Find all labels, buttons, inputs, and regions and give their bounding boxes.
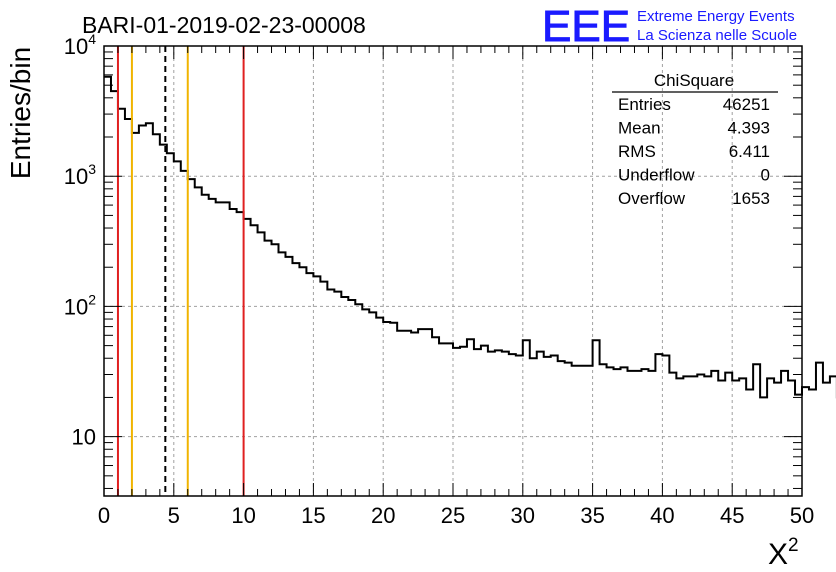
- y-axis-label: Entries/bin: [5, 47, 36, 179]
- stats-box: ChiSquare Entries 46251 Mean 4.393 RMS 6.411 U…: [612, 71, 778, 208]
- x-tick-label: 10: [231, 503, 255, 528]
- axes: [103, 45, 803, 497]
- reference-lines: [116, 46, 245, 496]
- y-tick-label: 103: [64, 161, 96, 189]
- stats-value: 0: [761, 166, 770, 185]
- logo-mark: EEE: [542, 2, 630, 51]
- y-tick-base: 10: [64, 164, 88, 189]
- y-tick-base: 10: [64, 294, 88, 319]
- x-tick-label: 50: [790, 503, 814, 528]
- x-tick-label: 35: [580, 503, 604, 528]
- x-tick-label: 0: [98, 503, 110, 528]
- y-tick-base: 10: [72, 425, 96, 450]
- x-tick-label: 20: [371, 503, 395, 528]
- stats-value: 46251: [723, 95, 770, 114]
- stats-value: 1653: [732, 189, 770, 208]
- x-tick-label: 40: [650, 503, 674, 528]
- stats-label: RMS: [618, 142, 656, 161]
- eee-logo: EEE Extreme Energy Events La Scienza nel…: [542, 2, 798, 52]
- x-axis-label-exponent: 2: [788, 535, 799, 556]
- y-tick-exponent: 2: [88, 291, 96, 307]
- x-tick-label: 30: [511, 503, 535, 528]
- y-tick-exponent: 4: [88, 31, 96, 47]
- logo-line-2: La Scienza nelle Scuole: [637, 27, 797, 44]
- stats-value: 6.411: [729, 142, 770, 161]
- logo-line-1: Extreme Energy Events: [637, 8, 795, 25]
- stats-label: Entries: [618, 95, 671, 114]
- x-axis-label-base: X: [768, 538, 788, 571]
- y-tick-exponent: 3: [88, 161, 96, 177]
- x-tick-labels: 0 5 10 15 20 25 30 35 40 45 50: [98, 503, 814, 528]
- stats-label: Mean: [618, 119, 661, 138]
- histogram: [104, 75, 836, 399]
- x-tick-label: 15: [301, 503, 325, 528]
- y-tick-base: 10: [64, 34, 88, 59]
- histogram-line: [104, 75, 836, 399]
- y-tick-label: 104: [64, 31, 96, 59]
- x-tick-label: 45: [720, 503, 744, 528]
- x-axis-label: X2: [768, 535, 799, 571]
- x-tick-label: 5: [168, 503, 180, 528]
- grid: [104, 46, 802, 496]
- y-tick-label: 10: [72, 425, 96, 450]
- stats-value: 4.393: [727, 119, 770, 138]
- stats-label: Overflow: [618, 189, 686, 208]
- y-tick-label: 102: [64, 291, 96, 319]
- stats-label: Underflow: [618, 166, 695, 185]
- x-tick-label: 25: [441, 503, 465, 528]
- stats-title: ChiSquare: [654, 71, 734, 90]
- chart-title: BARI-01-2019-02-23-00008: [82, 12, 366, 38]
